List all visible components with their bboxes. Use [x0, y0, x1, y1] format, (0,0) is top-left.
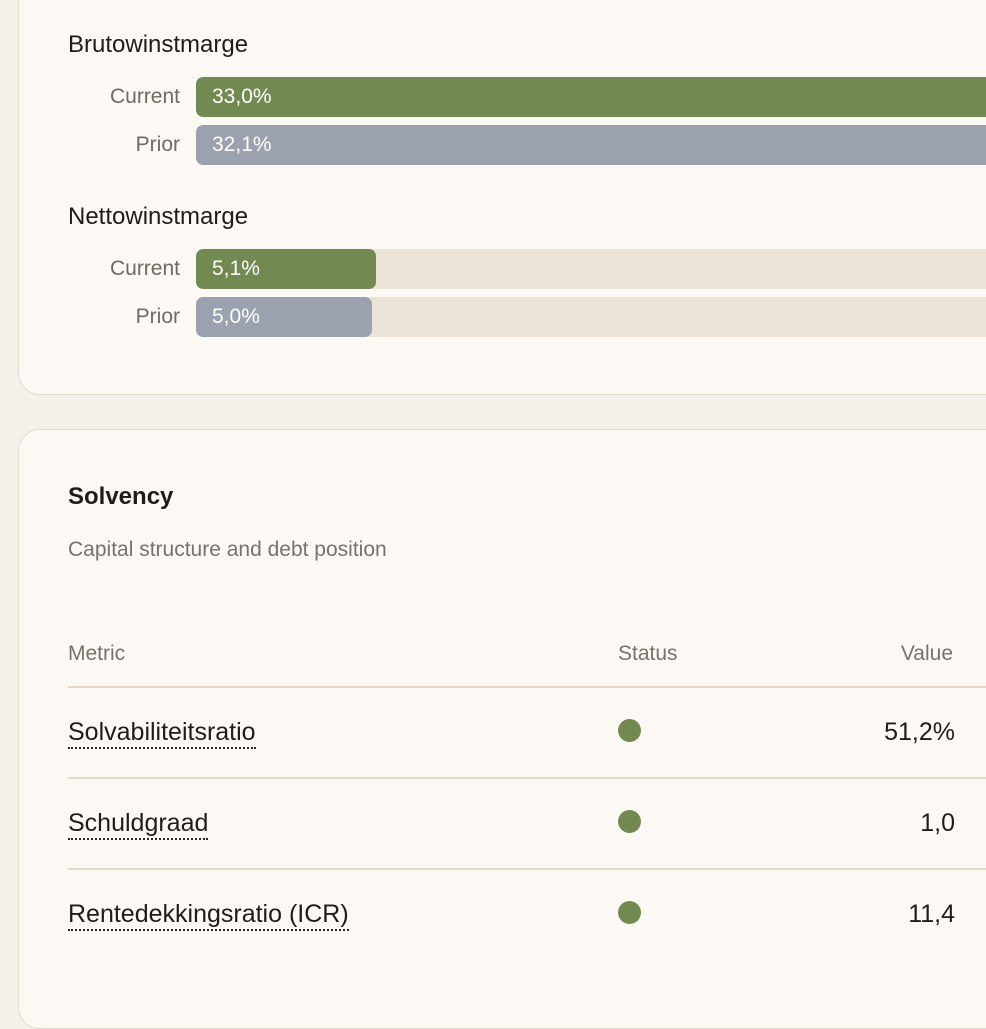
solvency-card: Solvency Capital structure and debt posi… [18, 429, 986, 1029]
section-subtitle: Capital structure and debt position [68, 538, 387, 561]
bar-label: Prior [135, 133, 180, 156]
table-row: Rentedekkingsratio (ICR) 11,4 [19, 870, 986, 960]
status-dot [618, 901, 641, 924]
bar-value: 5,1% [212, 257, 260, 280]
bar-label: Current [109, 257, 180, 280]
metric-value: 11,4 [908, 900, 955, 928]
margins-card: Brutowinstmarge Current 33,0% Prior 32,1… [18, 0, 986, 395]
bruto-current-bar-row: Current 33,0% [19, 77, 986, 117]
bruto-prior-bar-row: Prior 32,1% [19, 125, 986, 165]
row-divider [68, 868, 986, 870]
bruto-margin-title: Brutowinstmarge [68, 31, 249, 58]
netto-current-bar-row: Current 5,1% [19, 249, 986, 289]
netto-prior-bar-row: Prior 5,0% [19, 297, 986, 337]
bar-value: 33,0% [212, 85, 272, 108]
bar-track: 5,1% [196, 249, 986, 289]
column-header-value[interactable]: Value [900, 642, 953, 665]
table-row: Solvabiliteitsratio 51,2% [19, 688, 986, 778]
bar-track: 33,0% [196, 77, 986, 117]
bar-fill-prior: 32,1% [196, 125, 986, 165]
status-dot [618, 719, 641, 742]
column-header-metric[interactable]: Metric [68, 642, 126, 665]
bar-value: 5,0% [212, 305, 260, 328]
bar-label: Prior [135, 305, 180, 328]
bar-fill-prior: 5,0% [196, 297, 372, 337]
metric-name-tooltip-link[interactable]: Rentedekkingsratio (ICR) [68, 900, 349, 931]
table-row: Schuldgraad 1,0 [19, 779, 986, 869]
bar-fill-current: 33,0% [196, 77, 986, 117]
status-dot [618, 810, 641, 833]
netto-margin-title: Nettowinstmarge [68, 203, 249, 230]
metric-name-tooltip-link[interactable]: Schuldgraad [68, 809, 209, 840]
metric-value: 51,2% [884, 718, 955, 746]
section-title: Solvency [68, 483, 174, 510]
row-divider [68, 777, 986, 779]
bar-track: 5,0% [196, 297, 986, 337]
metric-value: 1,0 [920, 809, 955, 837]
bar-track: 32,1% [196, 125, 986, 165]
metric-name-tooltip-link[interactable]: Solvabiliteitsratio [68, 718, 256, 749]
bar-value: 32,1% [212, 133, 272, 156]
bar-label: Current [109, 85, 180, 108]
bar-fill-current: 5,1% [196, 249, 376, 289]
header-divider [68, 686, 986, 688]
column-header-status[interactable]: Status [618, 642, 678, 665]
